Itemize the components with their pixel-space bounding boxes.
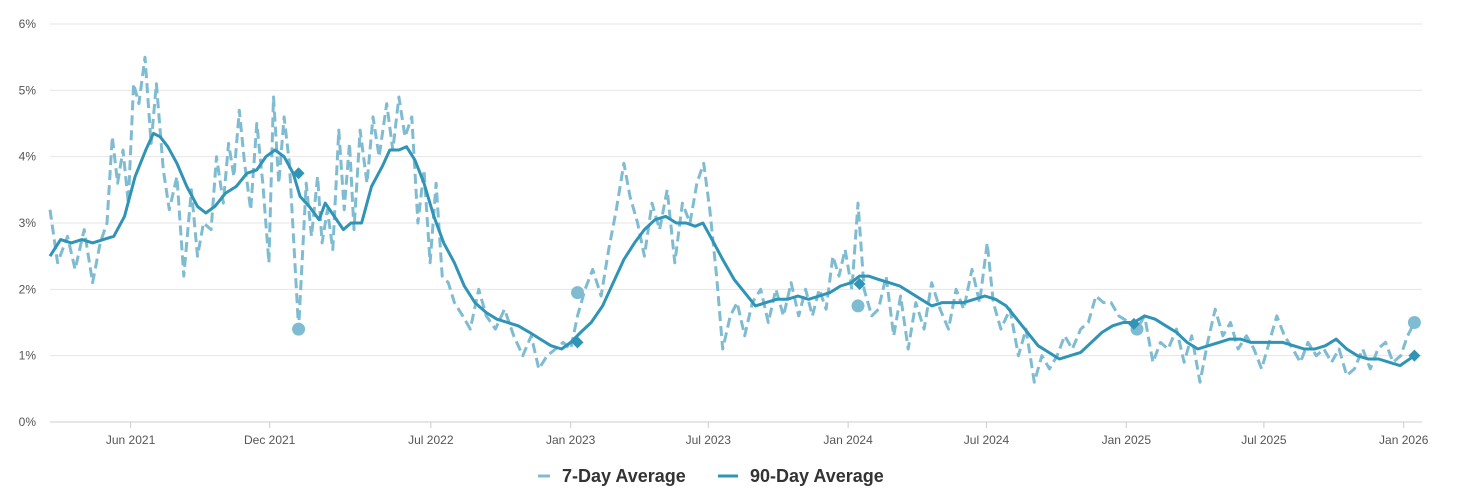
y-tick-label: 1% <box>19 349 37 363</box>
data-point-7-day[interactable] <box>571 286 585 300</box>
y-axis: 0% 1% 2% 3% 4% 5% 6% <box>19 17 37 429</box>
y-tick-label: 3% <box>19 216 37 230</box>
series-lines <box>48 55 1416 384</box>
y-tick-label: 6% <box>19 17 37 31</box>
data-point-7-day[interactable] <box>1407 316 1421 329</box>
x-tick-label: Jan 2024 <box>823 433 873 447</box>
legend-label: 7-Day Average <box>562 466 686 486</box>
y-tick-label: 0% <box>19 415 37 429</box>
x-tick-label: Jul 2024 <box>964 433 1010 447</box>
x-tick-label: Dec 2021 <box>244 433 296 447</box>
data-point-90-day[interactable] <box>292 167 305 180</box>
y-tick-label: 4% <box>19 150 37 164</box>
data-point-7-day[interactable] <box>292 322 306 336</box>
gridlines <box>50 23 1422 423</box>
x-tick-label: Jun 2021 <box>106 433 156 447</box>
legend-item-90-day[interactable]: 90-Day Average <box>718 466 884 486</box>
x-tick-label: Jul 2022 <box>408 433 454 447</box>
data-point-90-day[interactable] <box>1408 349 1421 362</box>
series-line-7-day[interactable] <box>48 55 1416 384</box>
series-markers[interactable] <box>292 167 1421 362</box>
series-line-90-day[interactable] <box>48 131 1416 368</box>
legend-label: 90-Day Average <box>750 466 884 486</box>
x-tick-label: Jan 2025 <box>1102 433 1152 447</box>
x-tick-label: Jul 2025 <box>1241 433 1287 447</box>
data-point-7-day[interactable] <box>851 299 865 313</box>
legend-item-7-day[interactable]: 7-Day Average <box>538 466 686 486</box>
data-point-90-day[interactable] <box>1127 317 1140 330</box>
x-tick-label: Jul 2023 <box>686 433 732 447</box>
y-tick-label: 2% <box>19 282 37 296</box>
data-point-90-day[interactable] <box>571 336 584 349</box>
y-tick-label: 5% <box>19 83 37 97</box>
x-tick-label: Jan 2023 <box>546 433 596 447</box>
x-tick-label: Jan 2026 <box>1379 433 1429 447</box>
legend[interactable]: 7-Day Average 90-Day Average <box>538 466 884 486</box>
data-point-90-day[interactable] <box>853 278 866 291</box>
x-axis: Jun 2021 Dec 2021 Jul 2022 Jan 2023 Jul 2023… <box>106 422 1429 447</box>
